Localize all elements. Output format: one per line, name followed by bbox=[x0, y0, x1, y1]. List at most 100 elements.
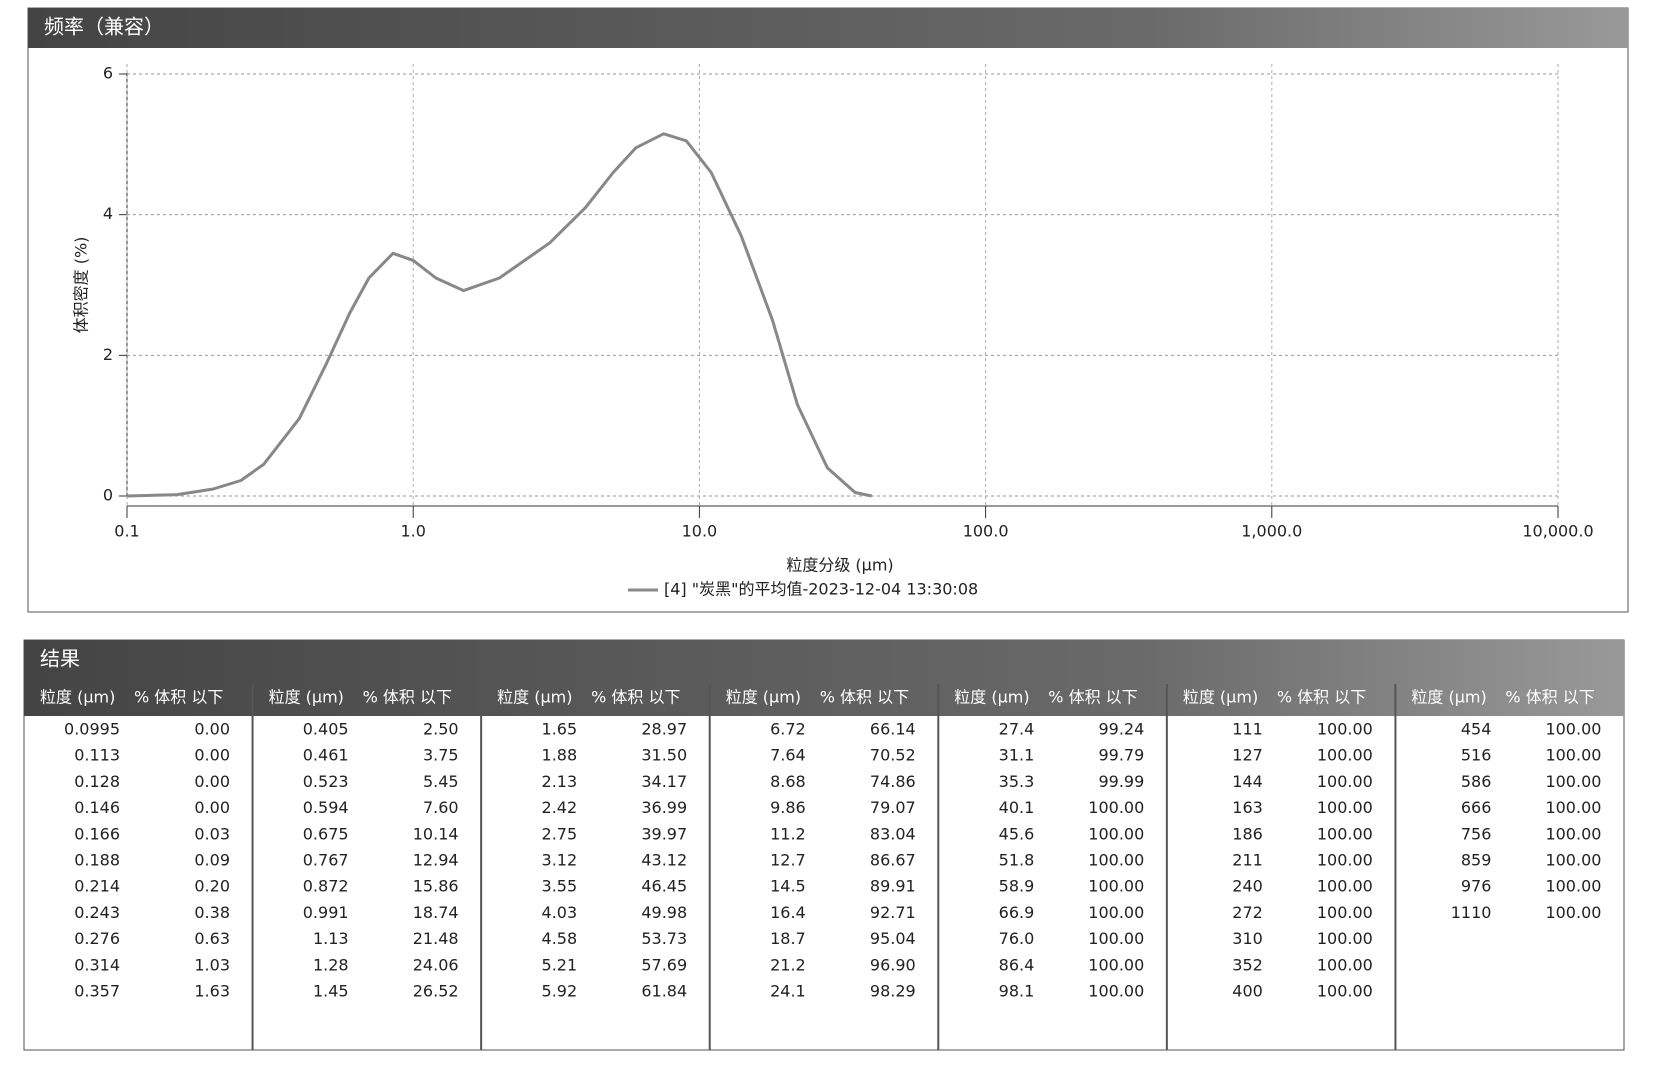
percent-cell: 0.09 bbox=[194, 851, 230, 870]
size-cell: 0.523 bbox=[303, 772, 349, 791]
percent-cell: 28.97 bbox=[641, 720, 687, 739]
percent-cell: 0.38 bbox=[194, 903, 230, 922]
results-title: 结果 bbox=[40, 647, 80, 671]
chart-header bbox=[28, 8, 1628, 48]
size-cell: 400 bbox=[1232, 982, 1263, 1001]
percent-cell: 31.50 bbox=[641, 746, 687, 765]
size-cell: 12.7 bbox=[770, 851, 806, 870]
size-cell: 516 bbox=[1461, 746, 1492, 765]
percent-cell: 86.67 bbox=[870, 851, 916, 870]
size-cell: 272 bbox=[1232, 903, 1263, 922]
percent-cell: 83.04 bbox=[870, 824, 916, 843]
column-header: % 体积 以下 bbox=[1277, 688, 1366, 707]
column-header: 粒度 (μm) bbox=[954, 688, 1029, 707]
percent-cell: 0.00 bbox=[194, 720, 230, 739]
size-cell: 127 bbox=[1232, 746, 1263, 765]
chart-panel bbox=[27, 7, 1629, 613]
size-cell: 1.65 bbox=[542, 720, 578, 739]
size-cell: 86.4 bbox=[999, 955, 1035, 974]
percent-cell: 100.00 bbox=[1317, 903, 1373, 922]
size-cell: 1.45 bbox=[313, 982, 349, 1001]
percent-cell: 100.00 bbox=[1317, 720, 1373, 739]
percent-cell: 100.00 bbox=[1545, 824, 1601, 843]
percent-cell: 7.60 bbox=[423, 798, 459, 817]
percent-cell: 0.03 bbox=[194, 824, 230, 843]
percent-cell: 53.73 bbox=[641, 929, 687, 948]
size-cell: 40.1 bbox=[999, 798, 1035, 817]
column-header: % 体积 以下 bbox=[134, 688, 223, 707]
percent-cell: 0.63 bbox=[194, 929, 230, 948]
size-cell: 0.0995 bbox=[64, 720, 120, 739]
size-cell: 27.4 bbox=[999, 720, 1035, 739]
column-header: 粒度 (μm) bbox=[40, 688, 115, 707]
percent-cell: 100.00 bbox=[1088, 798, 1144, 817]
x-tick-label: 100.0 bbox=[963, 522, 1009, 541]
size-cell: 51.8 bbox=[999, 851, 1035, 870]
size-cell: 18.7 bbox=[770, 929, 806, 948]
percent-cell: 100.00 bbox=[1545, 903, 1601, 922]
percent-cell: 100.00 bbox=[1317, 929, 1373, 948]
size-cell: 5.21 bbox=[542, 955, 578, 974]
size-cell: 1110 bbox=[1451, 903, 1492, 922]
percent-cell: 79.07 bbox=[870, 798, 916, 817]
x-axis-label: 粒度分级 (μm) bbox=[786, 556, 893, 575]
size-cell: 98.1 bbox=[999, 982, 1035, 1001]
size-cell: 14.5 bbox=[770, 877, 806, 896]
percent-cell: 0.00 bbox=[194, 746, 230, 765]
percent-cell: 100.00 bbox=[1088, 955, 1144, 974]
size-cell: 9.86 bbox=[770, 798, 806, 817]
size-cell: 31.1 bbox=[999, 746, 1035, 765]
size-cell: 666 bbox=[1461, 798, 1492, 817]
x-tick-label: 1.0 bbox=[400, 522, 425, 541]
percent-cell: 0.00 bbox=[194, 798, 230, 817]
percent-cell: 99.79 bbox=[1098, 746, 1144, 765]
column-header: % 体积 以下 bbox=[1048, 688, 1137, 707]
percent-cell: 100.00 bbox=[1317, 982, 1373, 1001]
size-cell: 0.405 bbox=[303, 720, 349, 739]
percent-cell: 100.00 bbox=[1545, 798, 1601, 817]
column-header: 粒度 (μm) bbox=[497, 688, 572, 707]
size-cell: 163 bbox=[1232, 798, 1263, 817]
x-tick-label: 10.0 bbox=[682, 522, 718, 541]
percent-cell: 43.12 bbox=[641, 851, 687, 870]
percent-cell: 100.00 bbox=[1088, 877, 1144, 896]
percent-cell: 89.91 bbox=[870, 877, 916, 896]
column-header: 粒度 (μm) bbox=[726, 688, 801, 707]
percent-cell: 100.00 bbox=[1317, 824, 1373, 843]
y-tick-label: 2 bbox=[103, 345, 113, 364]
size-cell: 66.9 bbox=[999, 903, 1035, 922]
size-cell: 2.13 bbox=[542, 772, 578, 791]
column-header: % 体积 以下 bbox=[820, 688, 909, 707]
column-header: 粒度 (μm) bbox=[1183, 688, 1258, 707]
percent-cell: 1.03 bbox=[194, 955, 230, 974]
size-cell: 11.2 bbox=[770, 824, 806, 843]
percent-cell: 100.00 bbox=[1317, 877, 1373, 896]
percent-cell: 12.94 bbox=[413, 851, 459, 870]
size-cell: 5.92 bbox=[542, 982, 578, 1001]
column-header: % 体积 以下 bbox=[591, 688, 680, 707]
size-cell: 0.276 bbox=[74, 929, 120, 948]
percent-cell: 100.00 bbox=[1317, 746, 1373, 765]
x-tick-label: 0.1 bbox=[114, 522, 139, 541]
percent-cell: 100.00 bbox=[1317, 851, 1373, 870]
size-cell: 186 bbox=[1232, 824, 1263, 843]
percent-cell: 39.97 bbox=[641, 824, 687, 843]
size-cell: 6.72 bbox=[770, 720, 806, 739]
size-cell: 0.243 bbox=[74, 903, 120, 922]
percent-cell: 66.14 bbox=[870, 720, 916, 739]
percent-cell: 100.00 bbox=[1088, 903, 1144, 922]
size-cell: 0.461 bbox=[303, 746, 349, 765]
size-cell: 1.13 bbox=[313, 929, 349, 948]
size-cell: 0.594 bbox=[303, 798, 349, 817]
percent-cell: 0.20 bbox=[194, 877, 230, 896]
size-cell: 0.214 bbox=[74, 877, 120, 896]
percent-cell: 49.98 bbox=[641, 903, 687, 922]
y-axis-label: 体积密度 (%) bbox=[72, 237, 91, 334]
percent-cell: 100.00 bbox=[1088, 929, 1144, 948]
size-cell: 454 bbox=[1461, 720, 1492, 739]
percent-cell: 99.99 bbox=[1098, 772, 1144, 791]
percent-cell: 100.00 bbox=[1545, 851, 1601, 870]
percent-cell: 100.00 bbox=[1088, 824, 1144, 843]
